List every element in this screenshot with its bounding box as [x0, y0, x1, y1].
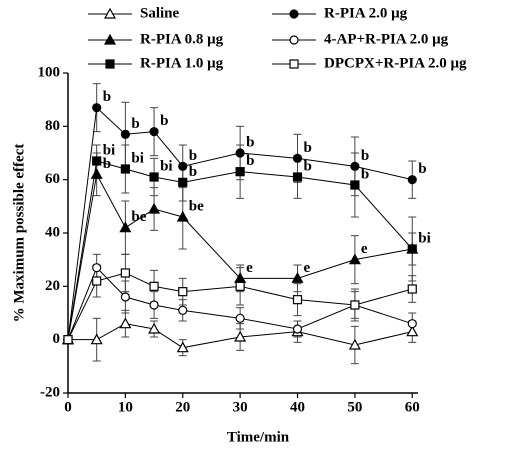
data-point [120, 268, 130, 278]
data-point [292, 324, 303, 334]
x-tick-label: 10 [118, 399, 133, 415]
data-point [119, 221, 132, 233]
data-point [90, 168, 103, 179]
point-label: b [189, 164, 197, 180]
data-point [235, 167, 245, 177]
x-axis-label: Time/min [227, 429, 290, 445]
point-label: b [304, 140, 312, 156]
data-point [148, 202, 161, 214]
point-label: b [131, 116, 139, 132]
data-point [92, 156, 102, 166]
legend-label: DPCPX+R-PIA 2.0 μg [324, 55, 467, 71]
data-point [235, 148, 245, 158]
data-point [348, 338, 361, 350]
x-tick-label: 60 [405, 399, 420, 415]
data-point [178, 305, 188, 315]
point-label: bi [103, 142, 116, 158]
data-point [92, 103, 102, 113]
y-tick-label: -20 [40, 384, 60, 400]
data-point [407, 244, 417, 254]
y-tick-label: 100 [38, 64, 61, 80]
point-label: be [131, 209, 146, 225]
data-point [120, 292, 130, 302]
point-label: bi [418, 230, 431, 246]
legend-label: R-PIA 1.0 μg [140, 55, 224, 71]
point-label: e [304, 260, 311, 276]
data-point [149, 172, 159, 182]
point-label: b [246, 134, 254, 150]
data-point [119, 317, 132, 329]
legend-marker [289, 9, 299, 19]
legend-marker [289, 35, 299, 45]
y-tick-label: 80 [45, 118, 60, 134]
point-label: bi [131, 150, 144, 166]
data-point [350, 161, 360, 171]
data-point [350, 180, 360, 190]
data-point [406, 325, 419, 337]
legend-marker [103, 7, 117, 19]
point-label: b [189, 148, 197, 164]
point-label: b [103, 89, 111, 105]
data-point [178, 287, 188, 297]
point-label: e [246, 260, 253, 276]
x-tick-label: 30 [233, 399, 248, 415]
data-point [292, 295, 303, 305]
legend-label: Saline [140, 5, 180, 21]
data-point [149, 281, 159, 291]
y-axis-label: % Maximum possible effect [11, 144, 27, 323]
point-label: bi [160, 158, 173, 174]
legend-label: 4-AP+R-PIA 2.0 μg [324, 31, 449, 47]
data-point [148, 322, 161, 334]
data-point [178, 177, 188, 187]
data-point [90, 333, 103, 345]
data-point [63, 335, 73, 345]
legend-marker [289, 59, 299, 69]
legend-label: R-PIA 0.8 μg [140, 31, 224, 47]
y-tick-label: 20 [45, 278, 60, 294]
legend-label: R-PIA 2.0 μg [324, 5, 408, 21]
data-point [407, 175, 417, 185]
legend-marker [103, 33, 117, 45]
data-point [235, 281, 245, 291]
data-point [176, 341, 189, 353]
data-point [234, 330, 247, 342]
data-point [92, 276, 102, 286]
data-point [292, 172, 303, 182]
y-tick-label: 40 [45, 224, 60, 240]
x-tick-label: 20 [175, 399, 190, 415]
data-point [176, 210, 189, 222]
data-point [407, 319, 417, 329]
point-label: b [361, 148, 369, 164]
legend-marker [105, 59, 115, 69]
point-label: b [304, 158, 312, 174]
point-label: b [103, 156, 111, 172]
point-label: e [361, 241, 368, 257]
data-point [350, 300, 360, 310]
data-point [291, 272, 304, 283]
point-label: b [246, 153, 254, 169]
data-point [120, 164, 130, 174]
data-point [149, 300, 159, 310]
x-tick-label: 50 [347, 399, 362, 415]
data-point [407, 284, 417, 294]
y-tick-label: 0 [53, 331, 61, 347]
point-label: be [189, 198, 204, 214]
data-point [92, 263, 102, 273]
point-label: b [361, 166, 369, 182]
point-label: b [160, 113, 168, 129]
x-tick-label: 0 [64, 399, 72, 415]
data-point [348, 253, 361, 265]
data-point [149, 127, 159, 137]
x-tick-label: 40 [290, 399, 305, 415]
data-point [292, 153, 303, 163]
data-point [120, 129, 130, 139]
y-tick-label: 60 [45, 171, 60, 187]
point-label: b [418, 161, 426, 177]
data-point [178, 161, 188, 171]
data-point [235, 313, 245, 323]
